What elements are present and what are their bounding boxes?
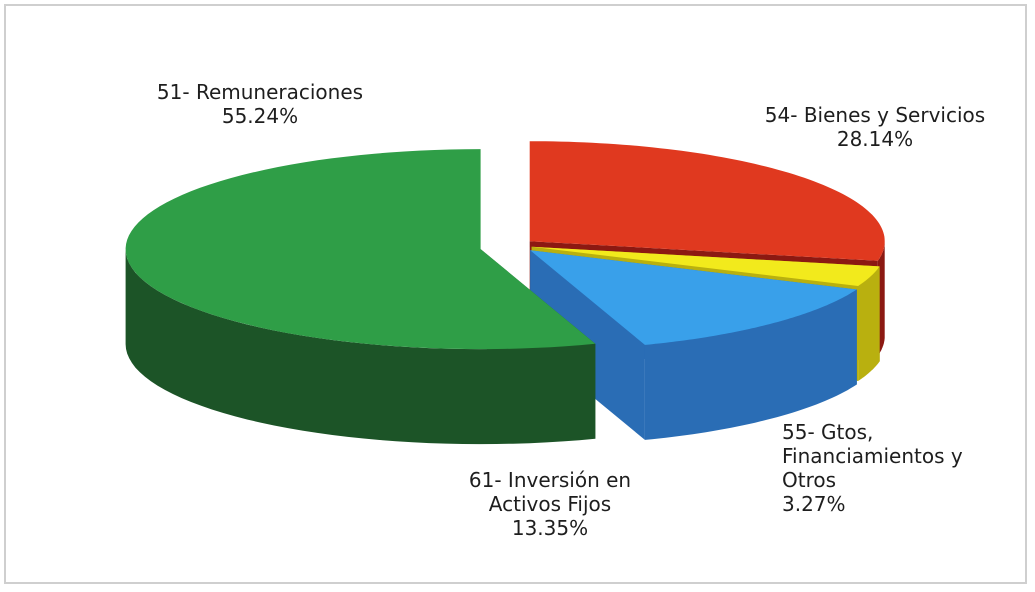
slice-side [125,249,596,445]
label-name: 51- Remuneraciones [156,80,364,104]
label-name: 54- Bienes y Servicios [764,103,986,127]
slice [530,250,857,345]
label-value: 13.35% [511,516,589,540]
slice [531,246,880,286]
slice-side [858,266,880,381]
label-value: 28.14% [836,127,914,151]
slice [125,149,596,350]
slice [529,141,885,261]
slice-side [644,289,857,440]
slice-label: 51- Remuneraciones 55.24% [120,80,400,128]
label-value: 3.27% [782,492,846,516]
label-value: 55.24% [221,104,299,128]
slice-label: 61- Inversión en Activos Fijos 13.35% [450,468,650,540]
label-name: 61- Inversión en Activos Fijos [468,468,632,516]
label-name: 55- Gtos, Financiamientos y Otros [782,420,963,492]
slice-label: 55- Gtos, Financiamientos y Otros 3.27% [782,420,1012,516]
frame [4,4,1027,584]
slice-label: 54- Bienes y Servicios 28.14% [730,103,1020,151]
